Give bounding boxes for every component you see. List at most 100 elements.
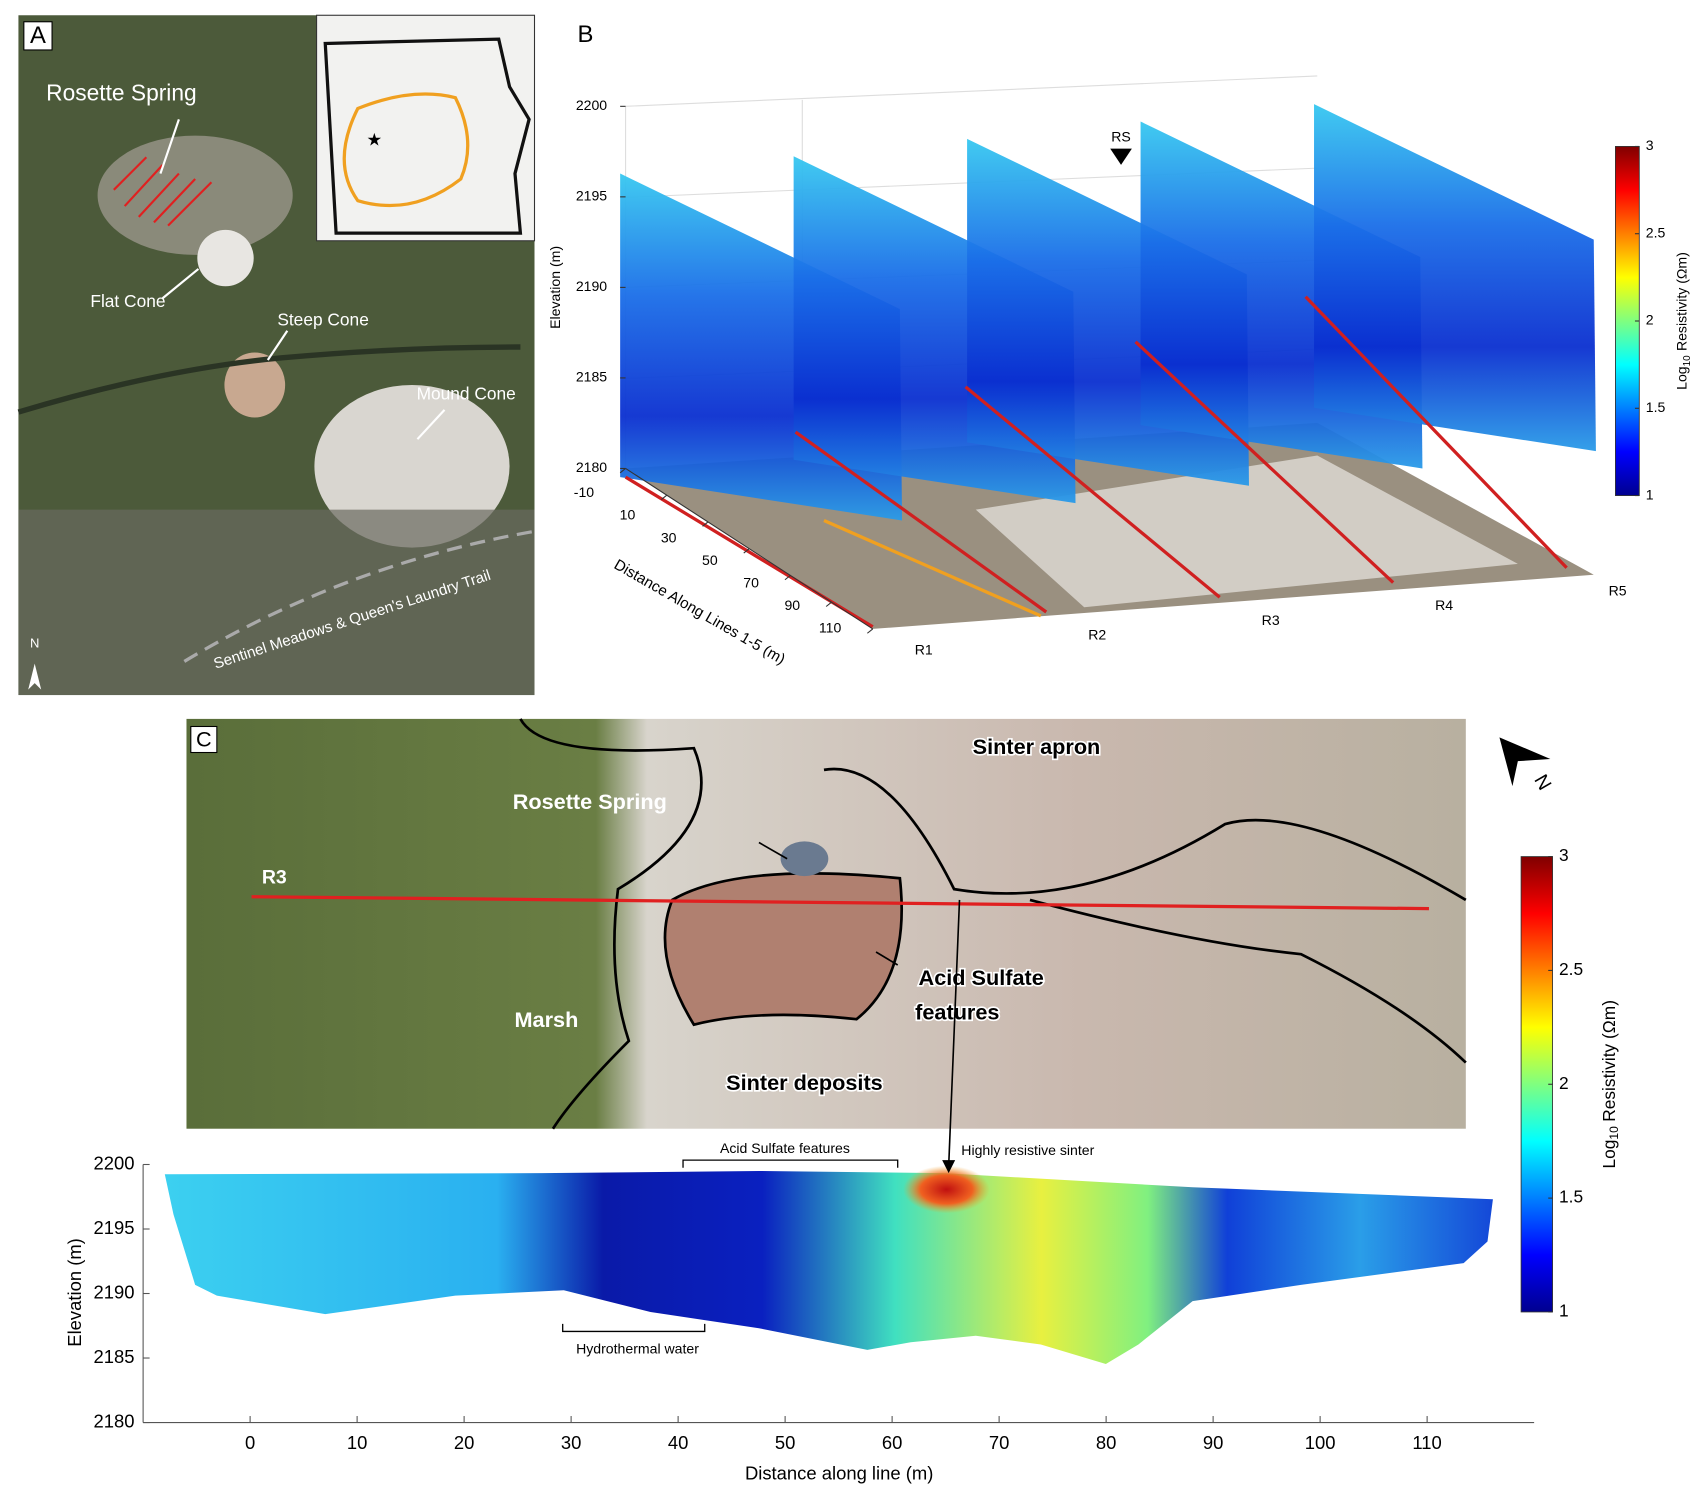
- acid-area: [663, 872, 904, 1027]
- label-part: Log: [1673, 366, 1689, 390]
- pointer: [875, 951, 899, 966]
- panel-label: C: [196, 726, 212, 751]
- annotation: Acid Sulfate features: [720, 1140, 850, 1156]
- z-tick-label: 2195: [576, 188, 607, 204]
- survey-line: [794, 430, 1048, 614]
- line-label: R3: [1262, 612, 1280, 628]
- y-tick-label: 2190: [93, 1281, 134, 1302]
- label-part: Log: [1599, 1140, 1619, 1169]
- x-tick-label: -10: [574, 484, 595, 500]
- z-tick-label: 2200: [576, 97, 607, 113]
- line-label: R2: [1088, 627, 1106, 643]
- annotation: Highly resistive sinter: [961, 1142, 1094, 1158]
- spring-pool: [780, 841, 829, 877]
- resistive-sinter: [903, 1165, 990, 1214]
- tick-mark: [702, 521, 709, 527]
- north-arrow: [28, 663, 42, 690]
- label-box: [190, 725, 218, 754]
- marker-label: RS: [1111, 128, 1131, 144]
- colorbar-tick-label: 2.5: [1646, 224, 1666, 240]
- annotation: Flat Cone: [90, 291, 165, 311]
- pointer-arrows: [159, 118, 446, 440]
- map-label: R3: [262, 866, 287, 888]
- caldera: [342, 92, 470, 208]
- trail: [183, 529, 535, 663]
- y-tick-label: 2195: [93, 1217, 134, 1238]
- annotation: Steep Cone: [277, 310, 369, 330]
- arrowhead: [942, 1160, 956, 1174]
- panel-label: B: [578, 21, 594, 48]
- x-tick-label: 50: [775, 1432, 796, 1453]
- north-arrow: [1499, 737, 1551, 787]
- north-label: N: [30, 636, 39, 651]
- line-label: R4: [1435, 597, 1453, 613]
- map-label: features: [915, 1000, 999, 1025]
- label-subscript: 10: [1681, 355, 1692, 366]
- park-boundary: [323, 37, 531, 235]
- panel-label: A: [30, 22, 46, 49]
- colorbar: 1 1.5 2 2.5 3 Log10 Resistivity (Ωm): [1614, 137, 1692, 502]
- survey-line: [1134, 340, 1395, 584]
- survey-lines: [113, 156, 213, 227]
- x-tick-label: 40: [668, 1432, 689, 1453]
- label-part: Resistivity (Ωm): [1673, 252, 1689, 351]
- inset-map: [316, 14, 536, 242]
- x-tick-label: 10: [347, 1432, 368, 1453]
- x-tick-label: 100: [1305, 1432, 1336, 1453]
- colorbar: 1 1.5 2 2.5 3 Log10 Resistivity (Ωm): [1520, 845, 1622, 1321]
- trail-line: [823, 519, 1042, 618]
- label-box: [23, 21, 53, 51]
- x-tick-label: 110: [819, 620, 842, 636]
- x-tick-label: 30: [661, 529, 677, 545]
- x-tick-label: 30: [561, 1432, 582, 1453]
- line-label: R1: [915, 641, 933, 657]
- map-label: Sinter deposits: [726, 1070, 883, 1095]
- x-tick-label: 20: [454, 1432, 475, 1453]
- ground: [18, 509, 535, 696]
- boundaries: [519, 718, 1467, 1130]
- z-tick-label: 2185: [576, 369, 607, 385]
- tick-mark: [619, 468, 626, 474]
- resistivity-section: [164, 1171, 1493, 1364]
- rs-marker: [1110, 148, 1132, 165]
- x-tick-label: 0: [245, 1432, 255, 1453]
- y-tick-label: 2180: [93, 1410, 134, 1431]
- annotation: Rosette Spring: [46, 79, 197, 105]
- axis-label: Distance along line (m): [745, 1462, 933, 1483]
- x-tick-label: 60: [882, 1432, 903, 1453]
- z-tick-label: 2190: [576, 278, 607, 294]
- x-tick-label: 80: [1096, 1432, 1116, 1453]
- colorbar-tick-label: 2.5: [1559, 959, 1583, 979]
- y-tick-label: 2185: [93, 1346, 134, 1367]
- map-label: Rosette Spring: [513, 789, 667, 814]
- pointer: [947, 899, 961, 1167]
- x-tick-label: 110: [1412, 1432, 1441, 1453]
- colorbar-scale: [1520, 856, 1553, 1313]
- colorbar-label: Log10 Resistivity (Ωm): [1673, 252, 1692, 390]
- colorbar-label: Log10 Resistivity (Ωm): [1599, 1000, 1622, 1168]
- x-tick-label: 90: [784, 597, 800, 613]
- mound-cone: [314, 384, 510, 548]
- colorbar-tick-label: 2: [1646, 312, 1654, 328]
- x-tick-label: 90: [1203, 1432, 1224, 1453]
- line-label: R5: [1609, 582, 1627, 598]
- star: ★: [366, 130, 382, 150]
- annotation: Mound Cone: [417, 383, 516, 403]
- map-label: Marsh: [515, 1007, 579, 1032]
- tick-mark: [784, 574, 791, 581]
- tick-mark: [825, 601, 832, 607]
- colorbar-tick-label: 2: [1559, 1073, 1569, 1093]
- x-tick-label: 50: [702, 552, 718, 568]
- axis-label: Elevation (m): [64, 1238, 85, 1347]
- pointer: [758, 841, 788, 860]
- axis-label: Distance Along Lines 1-5 (m): [611, 556, 788, 668]
- colorbar-tick-label: 1.5: [1646, 399, 1666, 415]
- survey-line: [964, 385, 1221, 599]
- creek: [17, 344, 521, 415]
- label-part: Resistivity (Ωm): [1599, 1000, 1619, 1122]
- annotation: Hydrothermal water: [576, 1341, 699, 1357]
- north-label: N: [1529, 771, 1555, 794]
- colorbar-tick-label: 1: [1646, 486, 1654, 502]
